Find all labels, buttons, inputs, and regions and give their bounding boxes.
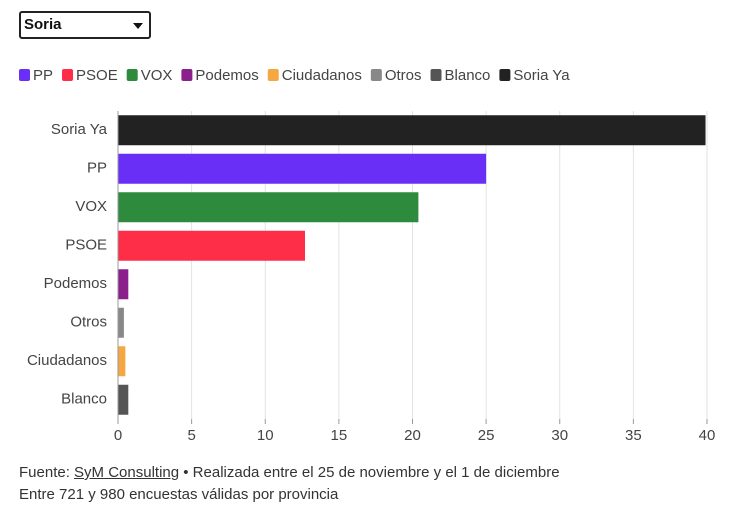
- y-tick-label: VOX: [75, 198, 107, 215]
- x-tick-label: 15: [331, 427, 348, 444]
- y-tick-label: Blanco: [61, 391, 107, 408]
- legend-swatch: [370, 69, 382, 81]
- x-tick-label: 30: [551, 427, 568, 444]
- x-tick-label: 10: [257, 427, 274, 444]
- legend-label: Otros: [385, 67, 422, 84]
- footer: Fuente: SyM Consulting • Realizada entre…: [19, 462, 560, 506]
- legend-label: Blanco: [445, 67, 491, 84]
- chart: PP PSOE VOX Podemos Ciudadanos Otros Blanco Sor…: [19, 67, 716, 444]
- x-tick-label: 20: [404, 427, 421, 444]
- legend-label: Soria Ya: [513, 67, 570, 84]
- legend-label: PP: [33, 67, 53, 84]
- legend-swatch: [62, 69, 74, 81]
- bar: [118, 269, 129, 300]
- bar: [118, 230, 306, 261]
- y-tick-label: PP: [87, 160, 107, 177]
- x-tick-label: 5: [187, 427, 195, 444]
- bar: [118, 153, 487, 184]
- source-link[interactable]: SyM Consulting: [74, 464, 180, 481]
- legend-label: PSOE: [76, 67, 118, 84]
- select-arrow: [133, 23, 143, 29]
- footer-line: Fuente: SyM Consulting • Realizada entre…: [19, 462, 560, 484]
- source-prefix: Fuente:: [19, 464, 70, 481]
- source-suffix: • Realizada entre el 25 de noviembre y e…: [183, 464, 560, 481]
- legend-label: Podemos: [195, 67, 258, 84]
- legend-label: Ciudadanos: [282, 67, 362, 84]
- legend-swatch: [499, 69, 511, 81]
- x-tick-label: 0: [114, 427, 122, 444]
- footer-note: Entre 721 y 980 encuestas válidas por pr…: [19, 486, 339, 503]
- y-tick-label: PSOE: [65, 237, 107, 254]
- legend-swatch: [430, 69, 442, 81]
- bar: [118, 384, 129, 415]
- y-tick-label: Otros: [70, 314, 107, 331]
- y-tick-label: Podemos: [44, 275, 107, 292]
- y-tick-label: Soria Ya: [51, 121, 108, 138]
- x-tick-label: 40: [699, 427, 716, 444]
- select-value: Soria: [24, 16, 62, 33]
- legend-swatch: [126, 69, 138, 81]
- x-tick-label: 35: [625, 427, 642, 444]
- x-tick-label: 25: [478, 427, 495, 444]
- region-select[interactable]: Soria: [19, 11, 151, 39]
- legend-swatch: [267, 69, 279, 81]
- bar: [118, 346, 126, 377]
- bar: [118, 192, 419, 223]
- legend-swatch: [19, 69, 30, 81]
- legend-label: VOX: [141, 67, 173, 84]
- bar: [118, 307, 124, 338]
- legend-swatch: [181, 69, 193, 81]
- bar: [118, 115, 706, 146]
- y-tick-label: Ciudadanos: [27, 352, 107, 369]
